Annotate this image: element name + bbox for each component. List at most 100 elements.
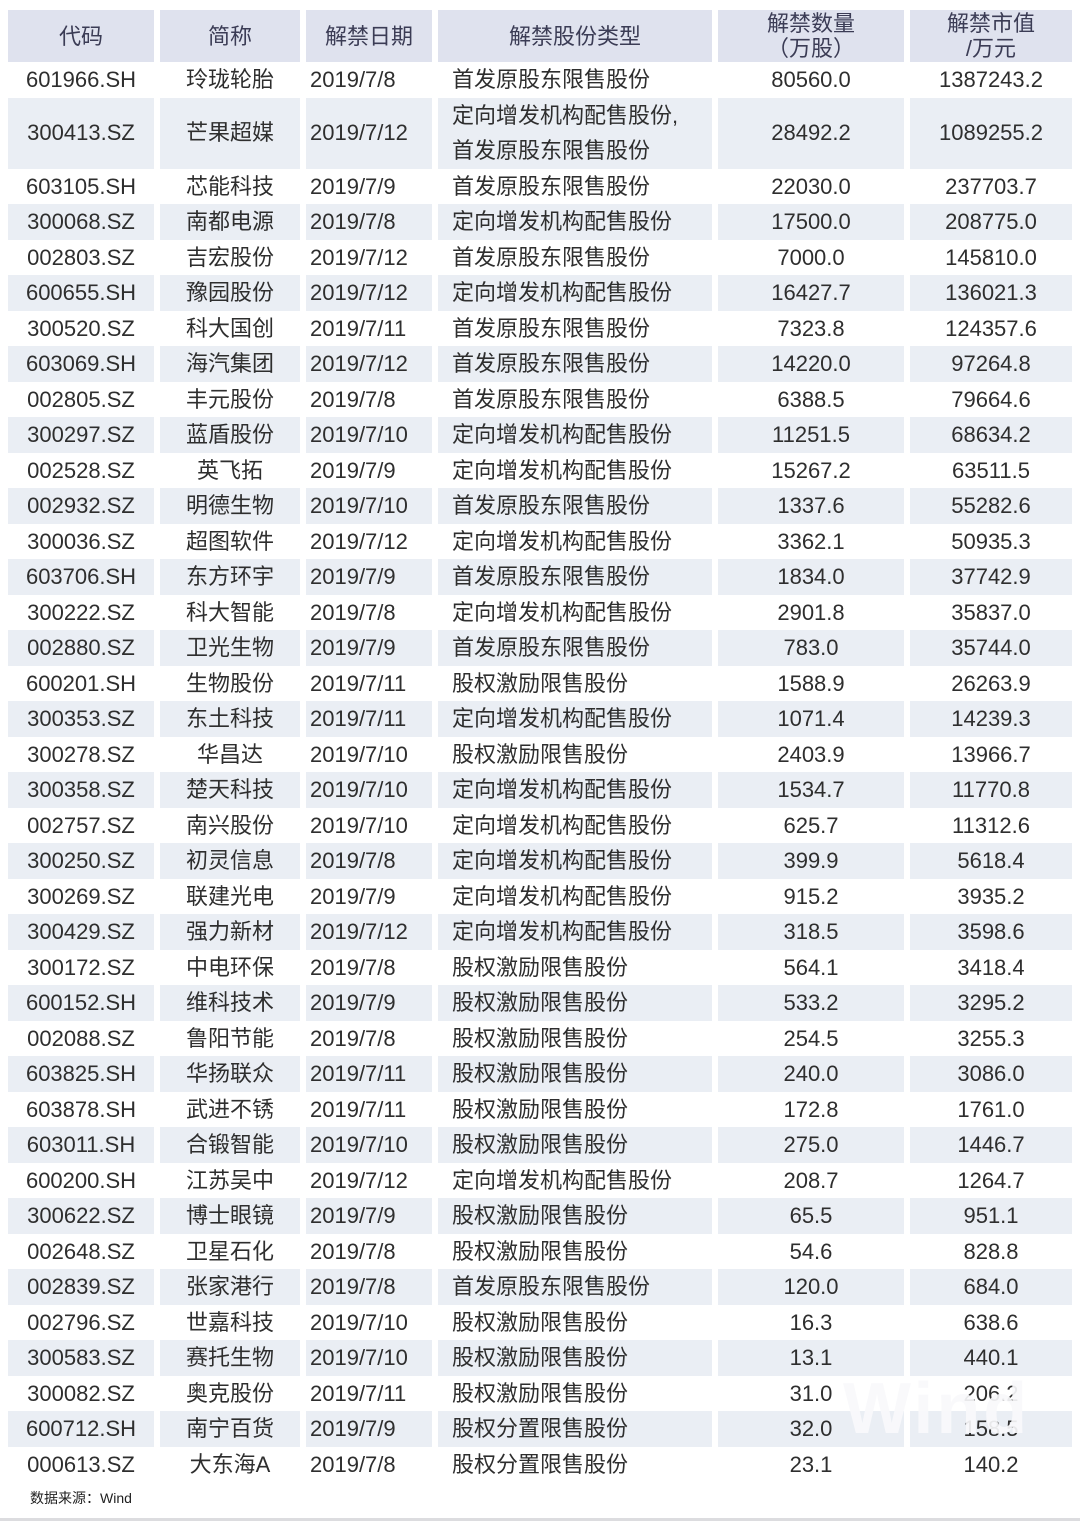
stock-name-cell: 南宁百货 bbox=[160, 1411, 300, 1447]
stock-code-cell: 603011.SH bbox=[8, 1127, 154, 1163]
share-type-cell: 定向增发机构配售股份 bbox=[452, 1167, 673, 1193]
stock-code-cell: 000613.SZ bbox=[27, 1451, 135, 1477]
table-row: 002528.SZ 英飞拓 2019/7/9 定向增发机构配售股份 15267.… bbox=[0, 453, 1080, 489]
unlock-quantity-cell: 318.5 bbox=[718, 914, 904, 950]
table-row: 300036.SZ 超图软件 2019/7/12 定向增发机构配售股份 3362… bbox=[0, 524, 1080, 560]
unlock-quantity-cell: 31.0 bbox=[789, 1380, 833, 1406]
table-row: 603105.SH 芯能科技 2019/7/9 首发原股东限售股份 22030.… bbox=[0, 169, 1080, 205]
stock-code-cell: 300172.SZ bbox=[27, 954, 135, 980]
unlock-quantity-cell: 783.0 bbox=[718, 630, 904, 666]
unlock-date-cell: 2019/7/11 bbox=[310, 1380, 407, 1406]
unlock-value-cell: 140.2 bbox=[963, 1451, 1019, 1477]
unlock-value-cell: 5618.4 bbox=[910, 843, 1072, 879]
unlock-date-cell: 2019/7/10 bbox=[306, 1127, 432, 1163]
stock-code-cell: 300036.SZ bbox=[27, 528, 135, 554]
unlock-quantity-cell: 254.5 bbox=[783, 1025, 839, 1051]
share-type-cell: 定向增发机构配售股份 bbox=[438, 914, 712, 950]
unlock-quantity-cell: 13.1 bbox=[718, 1340, 904, 1376]
stock-name-cell: 丰元股份 bbox=[185, 386, 274, 412]
unlock-quantity-cell: 172.8 bbox=[783, 1096, 839, 1122]
table-row: 300353.SZ 东土科技 2019/7/11 定向增发机构配售股份 1071… bbox=[0, 701, 1080, 737]
share-type-cell: 首发原股东限售股份 bbox=[452, 386, 651, 412]
unlock-value-cell: 79664.6 bbox=[951, 386, 1031, 412]
unlock-quantity-cell: 120.0 bbox=[718, 1269, 904, 1305]
col-header-unlock-quantity: 解禁数量 （万股） bbox=[718, 10, 904, 62]
stock-code-cell: 002880.SZ bbox=[8, 630, 154, 666]
stock-code-cell: 300429.SZ bbox=[8, 914, 154, 950]
stock-name-cell: 赛托生物 bbox=[160, 1340, 300, 1376]
unlock-quantity-cell: 2403.9 bbox=[777, 741, 845, 767]
table-row: 300429.SZ 强力新材 2019/7/12 定向增发机构配售股份 318.… bbox=[0, 914, 1080, 950]
unlock-value-cell: 951.1 bbox=[910, 1198, 1072, 1234]
share-type-cell: 首发原股东限售股份 bbox=[452, 67, 651, 92]
unlock-date-cell: 2019/7/9 bbox=[310, 883, 396, 909]
unlock-quantity-cell: 240.0 bbox=[718, 1056, 904, 1092]
unlock-value-cell: 3418.4 bbox=[957, 954, 1025, 980]
stock-name-cell: 芒果超媒 bbox=[160, 97, 300, 169]
share-type-cell: 首发原股东限售股份 bbox=[452, 244, 651, 270]
stock-name-cell: 科大智能 bbox=[185, 599, 274, 625]
stock-code-cell: 600201.SH bbox=[25, 670, 137, 696]
stock-name-cell: 豫园股份 bbox=[160, 275, 300, 311]
unlock-value-cell: 3255.3 bbox=[957, 1025, 1025, 1051]
stock-name-cell: 超图软件 bbox=[185, 528, 274, 554]
unlock-value-cell: 68634.2 bbox=[910, 417, 1072, 453]
unlock-date-cell: 2019/7/12 bbox=[306, 346, 432, 382]
unlock-value-cell: 206.2 bbox=[963, 1380, 1019, 1406]
stock-name-cell: 奥克股份 bbox=[185, 1380, 274, 1406]
unlock-date-cell: 2019/7/8 bbox=[306, 1269, 432, 1305]
col-header-name: 简称 bbox=[160, 10, 300, 62]
table-row: 300172.SZ 中电环保 2019/7/8 股权激励限售股份 564.1 3… bbox=[0, 950, 1080, 986]
unlock-quantity-cell: 23.1 bbox=[789, 1451, 833, 1477]
share-type-cell: 定向增发机构配售股份 bbox=[438, 843, 712, 879]
unlock-date-cell: 2019/7/9 bbox=[306, 1411, 432, 1447]
share-type-cell: 定向增发机构配售股份 bbox=[452, 457, 673, 483]
stock-name-cell: 蓝盾股份 bbox=[160, 417, 300, 453]
unlock-quantity-cell: 1588.9 bbox=[777, 670, 845, 696]
table-row: 300622.SZ 博士眼镜 2019/7/9 股权激励限售股份 65.5 95… bbox=[0, 1198, 1080, 1234]
table-row: 300250.SZ 初灵信息 2019/7/8 定向增发机构配售股份 399.9… bbox=[0, 843, 1080, 879]
unlock-date-cell: 2019/7/10 bbox=[306, 417, 432, 453]
share-type-cell: 定向增发机构配售股份 bbox=[452, 883, 673, 909]
table-row: 002805.SZ 丰元股份 2019/7/8 首发原股东限售股份 6388.5… bbox=[0, 382, 1080, 418]
table-row: 600201.SH 生物股份 2019/7/11 股权激励限售股份 1588.9… bbox=[0, 666, 1080, 702]
stock-code-cell: 300269.SZ bbox=[27, 883, 135, 909]
unlock-quantity-cell: 625.7 bbox=[783, 812, 839, 838]
stock-name-cell: 世嘉科技 bbox=[185, 1309, 274, 1335]
unlock-quantity-cell: 22030.0 bbox=[771, 173, 851, 199]
unlock-value-cell: 63511.5 bbox=[952, 457, 1030, 483]
unlock-value-cell: 638.6 bbox=[963, 1309, 1019, 1335]
share-type-cell: 定向增发机构配售股份 bbox=[452, 599, 673, 625]
stock-name-cell: 南兴股份 bbox=[185, 812, 274, 838]
unlock-quantity-cell: 7323.8 bbox=[777, 315, 845, 341]
stock-name-cell: 南都电源 bbox=[160, 204, 300, 240]
stock-name-cell: 博士眼镜 bbox=[160, 1198, 300, 1234]
share-type-cell: 股权激励限售股份 bbox=[438, 1198, 712, 1234]
unlock-quantity-cell: 1534.7 bbox=[718, 772, 904, 808]
share-type-cell: 首发原股东限售股份 bbox=[438, 346, 712, 382]
stock-code-cell: 300413.SZ bbox=[8, 97, 154, 169]
unlock-value-cell: 1264.7 bbox=[957, 1167, 1025, 1193]
share-type-cell: 股权激励限售股份 bbox=[438, 1127, 712, 1163]
unlock-date-cell: 2019/7/9 bbox=[306, 630, 432, 666]
stock-name-cell: 卫星石化 bbox=[185, 1238, 274, 1264]
share-type-cell: 定向增发机构配售股份 bbox=[452, 812, 673, 838]
bottom-edge-divider bbox=[0, 1518, 1080, 1521]
stock-code-cell: 300250.SZ bbox=[8, 843, 154, 879]
stock-code-cell: 002648.SZ bbox=[27, 1238, 135, 1264]
share-type-cell: 定向增发机构配售股份, 首发原股东限售股份 bbox=[438, 97, 712, 169]
unlock-date-cell: 2019/7/12 bbox=[306, 914, 432, 950]
table-row: 002796.SZ 世嘉科技 2019/7/10 股权激励限售股份 16.3 6… bbox=[0, 1305, 1080, 1341]
unlock-quantity-cell: 14220.0 bbox=[718, 346, 904, 382]
share-type-cell: 股权激励限售股份 bbox=[452, 1025, 629, 1051]
share-type-cell: 股权激励限售股份 bbox=[452, 1238, 629, 1264]
share-type-cell: 股权激励限售股份 bbox=[452, 954, 629, 980]
col-header-share-type: 解禁股份类型 bbox=[438, 10, 712, 62]
table-row: 600200.SH 江苏吴中 2019/7/12 定向增发机构配售股份 208.… bbox=[0, 1163, 1080, 1199]
unlock-date-cell: 2019/7/10 bbox=[310, 812, 408, 838]
stock-code-cell: 300520.SZ bbox=[27, 315, 135, 341]
unlock-value-cell: 1761.0 bbox=[957, 1096, 1025, 1122]
stock-code-cell: 600152.SH bbox=[8, 985, 154, 1021]
table-row: 300297.SZ 蓝盾股份 2019/7/10 定向增发机构配售股份 1125… bbox=[0, 417, 1080, 453]
unlock-date-cell: 2019/7/8 bbox=[306, 204, 432, 240]
